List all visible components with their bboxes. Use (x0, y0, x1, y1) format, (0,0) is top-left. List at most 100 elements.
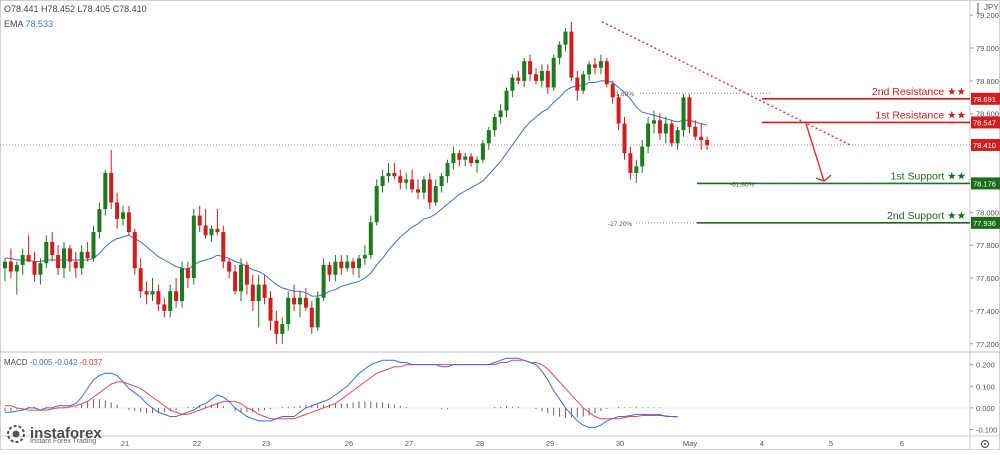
candle-body (416, 189, 420, 193)
candle (604, 57, 609, 88)
candle-body (20, 255, 25, 265)
candle (663, 117, 668, 144)
macd-value-3: -0.037 (79, 358, 103, 367)
candle-body (675, 130, 680, 144)
candle (286, 291, 291, 331)
candle-body (486, 130, 491, 144)
time-tick-label: 28 (476, 439, 484, 448)
level-price-label: 78.691 (973, 95, 996, 104)
candle (705, 136, 710, 150)
candle (451, 146, 456, 170)
candle (575, 71, 580, 101)
candle-body (569, 31, 574, 78)
candle (410, 169, 415, 193)
candle (191, 209, 196, 285)
candle-body (156, 291, 161, 305)
level-price-tag (971, 177, 1000, 190)
time-tick-label: 22 (193, 439, 201, 448)
candle (38, 258, 43, 285)
candle-body (498, 110, 503, 118)
candle-body (227, 261, 232, 272)
candle (20, 248, 25, 275)
candle (144, 281, 149, 305)
candle-body (244, 264, 249, 285)
candle-body (657, 120, 662, 134)
candle-body (669, 123, 674, 144)
candle-body (333, 261, 338, 275)
candle (244, 261, 249, 295)
candle (315, 291, 320, 331)
candle-body (504, 90, 509, 111)
candle-body (663, 123, 668, 134)
candle-body (50, 241, 55, 256)
candle-body (303, 297, 308, 308)
candle (85, 241, 90, 262)
candle-body (191, 215, 196, 279)
candle (62, 241, 66, 279)
candle-body (475, 159, 479, 164)
candle-body (439, 176, 444, 187)
candle-body (168, 291, 173, 311)
brand-icon (7, 425, 25, 443)
candle-body (433, 186, 438, 203)
time-tick-label: 26 (345, 439, 353, 448)
candle-body (386, 172, 391, 177)
candle (268, 291, 273, 331)
candle-body (180, 268, 184, 302)
candle (126, 205, 131, 236)
candle-body (67, 248, 72, 262)
level-price-tag (971, 92, 1000, 105)
candle-body (622, 123, 627, 154)
candle-body (480, 143, 485, 160)
candle (498, 103, 503, 124)
candle (593, 57, 597, 75)
candle-body (522, 61, 527, 81)
candle (445, 159, 450, 183)
candle-body (250, 284, 255, 302)
fib-label: -27.20% (608, 221, 632, 228)
candle (657, 113, 662, 141)
candle-body (463, 156, 468, 160)
candle-body (705, 140, 710, 145)
candle-body (557, 44, 562, 58)
candle-body (421, 179, 426, 193)
candle-body (457, 153, 462, 160)
candle-body (280, 324, 285, 334)
time-tick-label: 4 (760, 439, 764, 448)
candle (634, 159, 639, 183)
gear-hub (984, 443, 986, 445)
candle-body (593, 64, 597, 68)
candle (534, 67, 538, 85)
level-name: 1st Support ★★ (891, 170, 967, 182)
candle (174, 278, 179, 308)
time-tick-label: 23 (262, 439, 270, 448)
candle (699, 123, 704, 150)
candle-body (262, 284, 267, 298)
candle-body (8, 261, 13, 272)
candle (687, 94, 692, 134)
currency-label: JPY (984, 3, 999, 12)
candle-body (628, 153, 633, 173)
time-tick-label: 30 (616, 439, 624, 448)
ema-label: EMA (4, 19, 24, 29)
candle (480, 140, 485, 164)
candle-body (221, 232, 226, 262)
candle (121, 205, 125, 226)
candle (209, 225, 214, 242)
candle-body (351, 261, 356, 269)
level-price-label: 78.547 (973, 118, 996, 127)
candle-body (309, 307, 314, 328)
candle (368, 215, 373, 259)
candle (457, 149, 462, 167)
candle-body (699, 136, 704, 141)
candle-body (256, 284, 261, 302)
level-price-tag (971, 116, 1000, 129)
candle (522, 57, 527, 88)
candle (103, 169, 108, 216)
candle-body (427, 179, 432, 203)
macd-readout: MACD -0.005 -0.042 -0.037 (4, 358, 102, 367)
candle (646, 117, 651, 154)
level-price-tag (971, 216, 1000, 229)
candle-body (85, 251, 90, 259)
macd-value-2: -0.042 (54, 358, 78, 367)
